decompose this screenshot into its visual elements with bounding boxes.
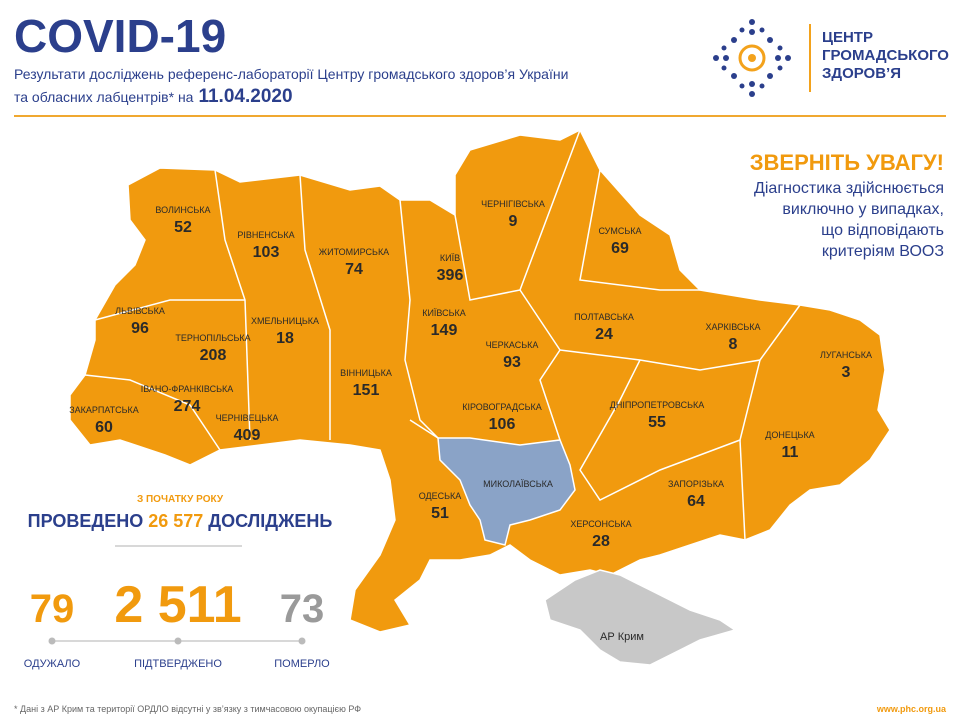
- region-value: 28: [592, 533, 610, 550]
- region-value: 103: [253, 244, 280, 261]
- region-name: ОДЕСЬКА: [419, 491, 462, 501]
- ukraine-map: [69, 128, 891, 633]
- stat-dot: [174, 637, 182, 645]
- summary-line: ПРОВЕДЕНО 26 577 ДОСЛІДЖЕНЬ: [28, 511, 333, 531]
- region-value: 52: [174, 219, 192, 236]
- summary-since: З ПОЧАТКУ РОКУ: [137, 494, 224, 505]
- summary-prefix: ПРОВЕДЕНО: [28, 511, 144, 531]
- region-value: 69: [611, 240, 629, 257]
- logo-mark: [713, 19, 811, 97]
- stat-label: ОДУЖАЛО: [24, 658, 81, 670]
- notice-title: ЗВЕРНІТЬ УВАГУ!: [750, 150, 944, 175]
- stat-value: 73: [280, 587, 325, 631]
- region-name: КІРОВОГРАДСЬКА: [462, 402, 542, 412]
- region-borders: [84, 129, 801, 541]
- region-value: 8: [729, 336, 738, 353]
- region-name: ТЕРНОПІЛЬСЬКА: [175, 333, 250, 343]
- stat-dot: [48, 637, 56, 645]
- region-value: 24: [595, 326, 613, 343]
- region-name: ЛЬВІВСЬКА: [115, 306, 165, 316]
- region-name: ДОНЕЦЬКА: [765, 430, 814, 440]
- region-name: ХМЕЛЬНИЦЬКА: [251, 316, 319, 326]
- footer-note: * Дані з АР Крим та території ОРДЛО відс…: [14, 704, 361, 714]
- region-name: ЗАКАРПАТСЬКА: [69, 405, 139, 415]
- region-value: 55: [648, 414, 666, 431]
- region-name: ДНІПРОПЕТРОВСЬКА: [610, 400, 705, 410]
- notice-line: виключно у випадках,: [782, 201, 944, 218]
- subtitle: та обласних лабцентрів* на 11.04.2020: [14, 86, 293, 107]
- summary-tests: 26 577: [148, 511, 203, 531]
- region-name: ПОЛТАВСЬКА: [574, 312, 634, 322]
- region-name: СУМСЬКА: [598, 226, 641, 236]
- region-name: ХЕРСОНСЬКА: [570, 519, 631, 529]
- region-value: 64: [687, 493, 705, 510]
- summary-suffix: ДОСЛІДЖЕНЬ: [208, 511, 332, 531]
- region-name: ЗАПОРІЗЬКА: [668, 479, 724, 489]
- region-value: 274: [174, 398, 201, 415]
- stat-value: 2 511: [114, 576, 241, 634]
- region-value: 409: [234, 427, 261, 444]
- region-name: ЖИТОМИРСЬКА: [319, 247, 389, 257]
- stat-label: ПІДТВЕРДЖЕНО: [134, 658, 222, 670]
- region-value: 18: [276, 330, 294, 347]
- footer-url: www.phc.org.ua: [876, 704, 947, 714]
- stat-value: 79: [30, 587, 75, 631]
- region-name: КИЇВСЬКА: [422, 308, 466, 318]
- region-value: 11: [782, 444, 799, 461]
- region-name: МИКОЛАЇВСЬКА: [483, 479, 553, 489]
- region-name: ЧЕРНІВЕЦЬКА: [216, 413, 279, 423]
- subtitle: Результати досліджень референс-лаборатор…: [14, 66, 568, 82]
- crimea: [544, 569, 737, 666]
- region-value: 151: [353, 382, 380, 399]
- region-name: ЛУГАНСЬКА: [820, 350, 872, 360]
- logo-text: ГРОМАДСЬКОГО: [822, 47, 949, 64]
- notice-line: критеріям ВООЗ: [822, 243, 944, 260]
- title: COVID-19: [14, 10, 226, 62]
- stat-dot: [298, 637, 306, 645]
- region-value: 106: [489, 416, 516, 433]
- crimea-label: АР Крим: [600, 631, 644, 643]
- region-value: 208: [200, 347, 227, 364]
- region-name: ХАРКІВСЬКА: [705, 322, 760, 332]
- region-value: 396: [437, 267, 464, 284]
- region-name: ВОЛИНСЬКА: [155, 205, 210, 215]
- mykolaiv-region: [437, 437, 576, 546]
- region-value: 3: [842, 364, 851, 381]
- region-value: 96: [131, 320, 149, 337]
- logo-text: ЗДОРОВ’Я: [822, 65, 901, 82]
- region-value: 74: [345, 261, 363, 278]
- region-name: ІВАНО-ФРАНКІВСЬКА: [141, 384, 234, 394]
- stat-label: ПОМЕРЛО: [274, 658, 330, 670]
- region-value: 93: [503, 354, 521, 371]
- region-value: 51: [431, 505, 449, 522]
- region-value: 9: [509, 213, 518, 230]
- date: 11.04.2020: [198, 86, 292, 107]
- region-name: РІВНЕНСЬКА: [237, 230, 294, 240]
- logo-text: ЦЕНТР: [822, 29, 873, 46]
- region-name: КИЇВ: [440, 253, 460, 263]
- region-value: 60: [95, 419, 113, 436]
- subtitle-text: та обласних лабцентрів* на: [14, 89, 194, 105]
- notice-line: що відповідають: [821, 222, 944, 239]
- notice-line: Діагностика здійснюється: [754, 180, 944, 197]
- region-name: ЧЕРНІГІВСЬКА: [481, 199, 545, 209]
- region-name: ВІННИЦЬКА: [340, 368, 392, 378]
- region-value: 149: [431, 322, 458, 339]
- region-name: ЧЕРКАСЬКА: [486, 340, 539, 350]
